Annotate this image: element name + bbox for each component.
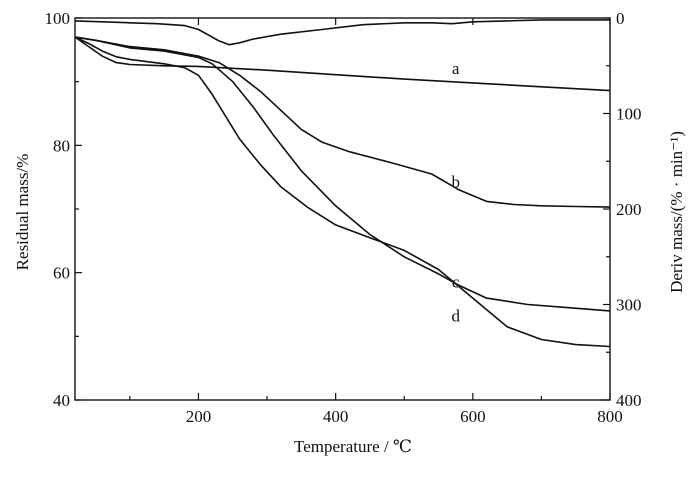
curves-group <box>74 19 611 348</box>
left-y-tick-label-100: 100 <box>45 9 71 28</box>
left-y-tick-label-80: 80 <box>53 136 70 155</box>
x-tick-label-400: 400 <box>323 407 349 426</box>
right-y-tick-label-0: 0 <box>616 9 625 28</box>
x-tick-label-200: 200 <box>186 407 212 426</box>
series-d-line <box>74 36 611 348</box>
series-label-d: d <box>451 307 460 326</box>
ticks-group <box>75 17 611 401</box>
series-c-line <box>74 36 611 312</box>
left-y-tick-label-40: 40 <box>53 391 70 410</box>
series-label-c: c <box>452 272 460 291</box>
right-axis-title: Deriv mass/(% · min⁻¹) <box>667 131 686 293</box>
right-y-tick-label-200: 200 <box>616 200 642 219</box>
series-a-line <box>74 36 611 92</box>
left-y-tick-label-60: 60 <box>53 264 70 283</box>
left-axis-title: Residual mass/% <box>13 154 32 271</box>
series-label-a: a <box>452 59 460 78</box>
right-y-tick-label-100: 100 <box>616 105 642 124</box>
x-tick-label-800: 800 <box>597 407 623 426</box>
deriv-mass-line <box>74 19 610 46</box>
x-axis-title: Temperature / ℃ <box>294 437 412 456</box>
x-tick-label-600: 600 <box>460 407 486 426</box>
right-y-tick-label-400: 400 <box>616 391 642 410</box>
series-label-b: b <box>451 172 460 191</box>
series-b-line <box>74 36 611 208</box>
right-y-tick-label-300: 300 <box>616 296 642 315</box>
tick-labels-group: a b cd 200 400 600 800 40 60 80 100 0 100 200 300 400 <box>45 9 642 426</box>
